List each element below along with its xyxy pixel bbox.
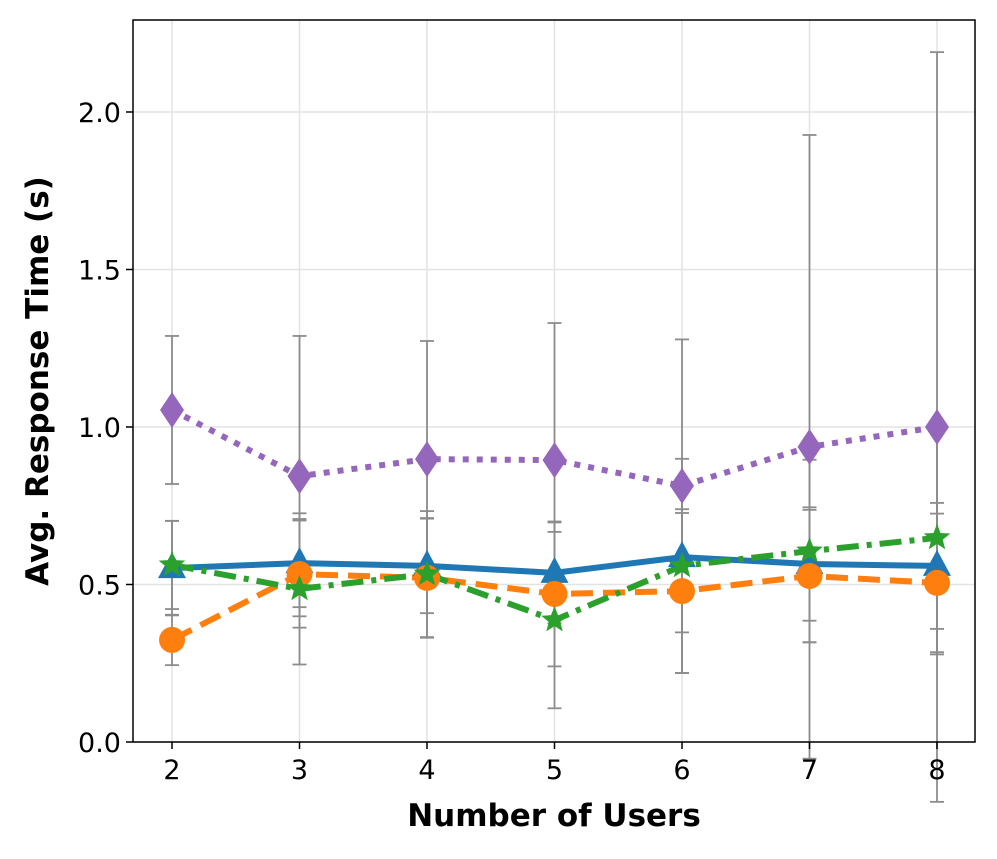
series-blue-point	[923, 549, 952, 576]
series-green-point	[796, 537, 823, 563]
series-green-point	[158, 550, 186, 577]
y-tick-label: 0.5	[78, 570, 121, 601]
series-green-point	[413, 560, 441, 586]
series-markers	[158, 391, 952, 653]
series-orange-point	[541, 580, 568, 607]
series-orange-point	[796, 562, 823, 589]
series-orange-point	[286, 561, 313, 588]
x-tick-label: 4	[418, 755, 435, 786]
x-tick-label: 2	[163, 755, 180, 786]
ticks: 2 3 4 5 6 7 8 0.0 0.5 1.0 1.5 2.0	[78, 98, 946, 786]
x-axis-label: Number of Users	[407, 798, 701, 834]
series-green-point	[541, 606, 568, 632]
series-purple-point	[160, 391, 185, 428]
y-tick-label: 0.0	[78, 728, 121, 759]
x-tick-label: 6	[673, 755, 690, 786]
y-tick-label: 2.0	[78, 98, 121, 129]
series-green-point	[923, 523, 951, 550]
series-green-point	[668, 551, 696, 578]
series-purple-point	[797, 428, 822, 465]
x-tick-label: 7	[801, 755, 818, 786]
series-purple-point	[670, 467, 695, 504]
y-axis-label: Avg. Response Time (s)	[20, 176, 56, 586]
y-tick-label: 1.5	[78, 255, 121, 286]
series-purple-point	[542, 442, 567, 479]
x-tick-label: 8	[928, 755, 945, 786]
series-green-point	[286, 574, 313, 601]
y-tick-label: 1.0	[78, 413, 121, 444]
x-tick-label: 5	[546, 755, 563, 786]
series-blue-point	[540, 556, 569, 583]
series-purple-point	[415, 441, 440, 478]
series-purple-point	[925, 408, 950, 445]
series-orange-point	[669, 578, 696, 605]
series-orange-point	[924, 569, 951, 596]
series-orange-point	[159, 626, 186, 653]
series-purple-point	[287, 458, 312, 495]
x-tick-label: 3	[291, 755, 308, 786]
